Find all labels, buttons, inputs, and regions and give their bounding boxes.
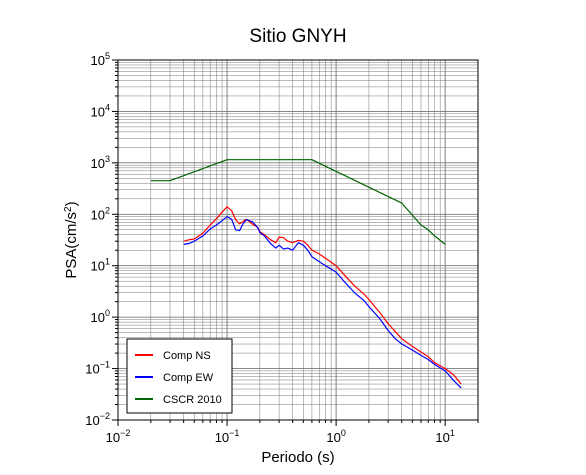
x-tick-label: 10−1 bbox=[215, 428, 240, 445]
series-line-cscr-2010 bbox=[150, 159, 446, 245]
y-tick-label: 100 bbox=[91, 308, 110, 325]
legend-label: Comp NS bbox=[163, 350, 211, 362]
grid-lines bbox=[117, 59, 479, 421]
plot-frame bbox=[117, 59, 479, 421]
y-tick-labels: 10−2 10−1 100 101 102 103 104 105 bbox=[85, 51, 110, 428]
y-tick-label: 104 bbox=[91, 102, 110, 119]
x-tick-labels: 10−2 10−1 100 101 bbox=[106, 428, 455, 445]
y-axis-label-close: ) bbox=[63, 201, 80, 206]
y-tick-label: 102 bbox=[91, 205, 110, 222]
series-line-comp-ew bbox=[183, 216, 462, 389]
y-tick-label: 105 bbox=[91, 51, 110, 68]
y-axis-label-sup: 2 bbox=[63, 206, 74, 212]
chart-title: Sitio GNYH bbox=[249, 26, 346, 47]
y-tick-label: 103 bbox=[91, 154, 110, 171]
y-axis-label-main: PSA(cm/s bbox=[63, 212, 80, 279]
series-line-comp-ns bbox=[183, 206, 462, 385]
legend: Comp NS Comp EW CSCR 2010 bbox=[126, 338, 233, 414]
series-lines bbox=[150, 159, 462, 389]
x-tick-label: 10−2 bbox=[106, 428, 131, 445]
x-axis-label: Periodo (s) bbox=[261, 449, 334, 466]
legend-label: Comp EW bbox=[163, 372, 214, 384]
y-tick-label: 10−2 bbox=[85, 411, 110, 428]
legend-label: CSCR 2010 bbox=[163, 394, 222, 406]
y-tick-label: 101 bbox=[91, 257, 110, 274]
x-tick-label: 101 bbox=[435, 428, 454, 445]
x-tick-label: 100 bbox=[326, 428, 345, 445]
y-axis-label: PSA(cm/s2) bbox=[63, 201, 81, 278]
y-tick-label: 10−1 bbox=[85, 360, 110, 377]
